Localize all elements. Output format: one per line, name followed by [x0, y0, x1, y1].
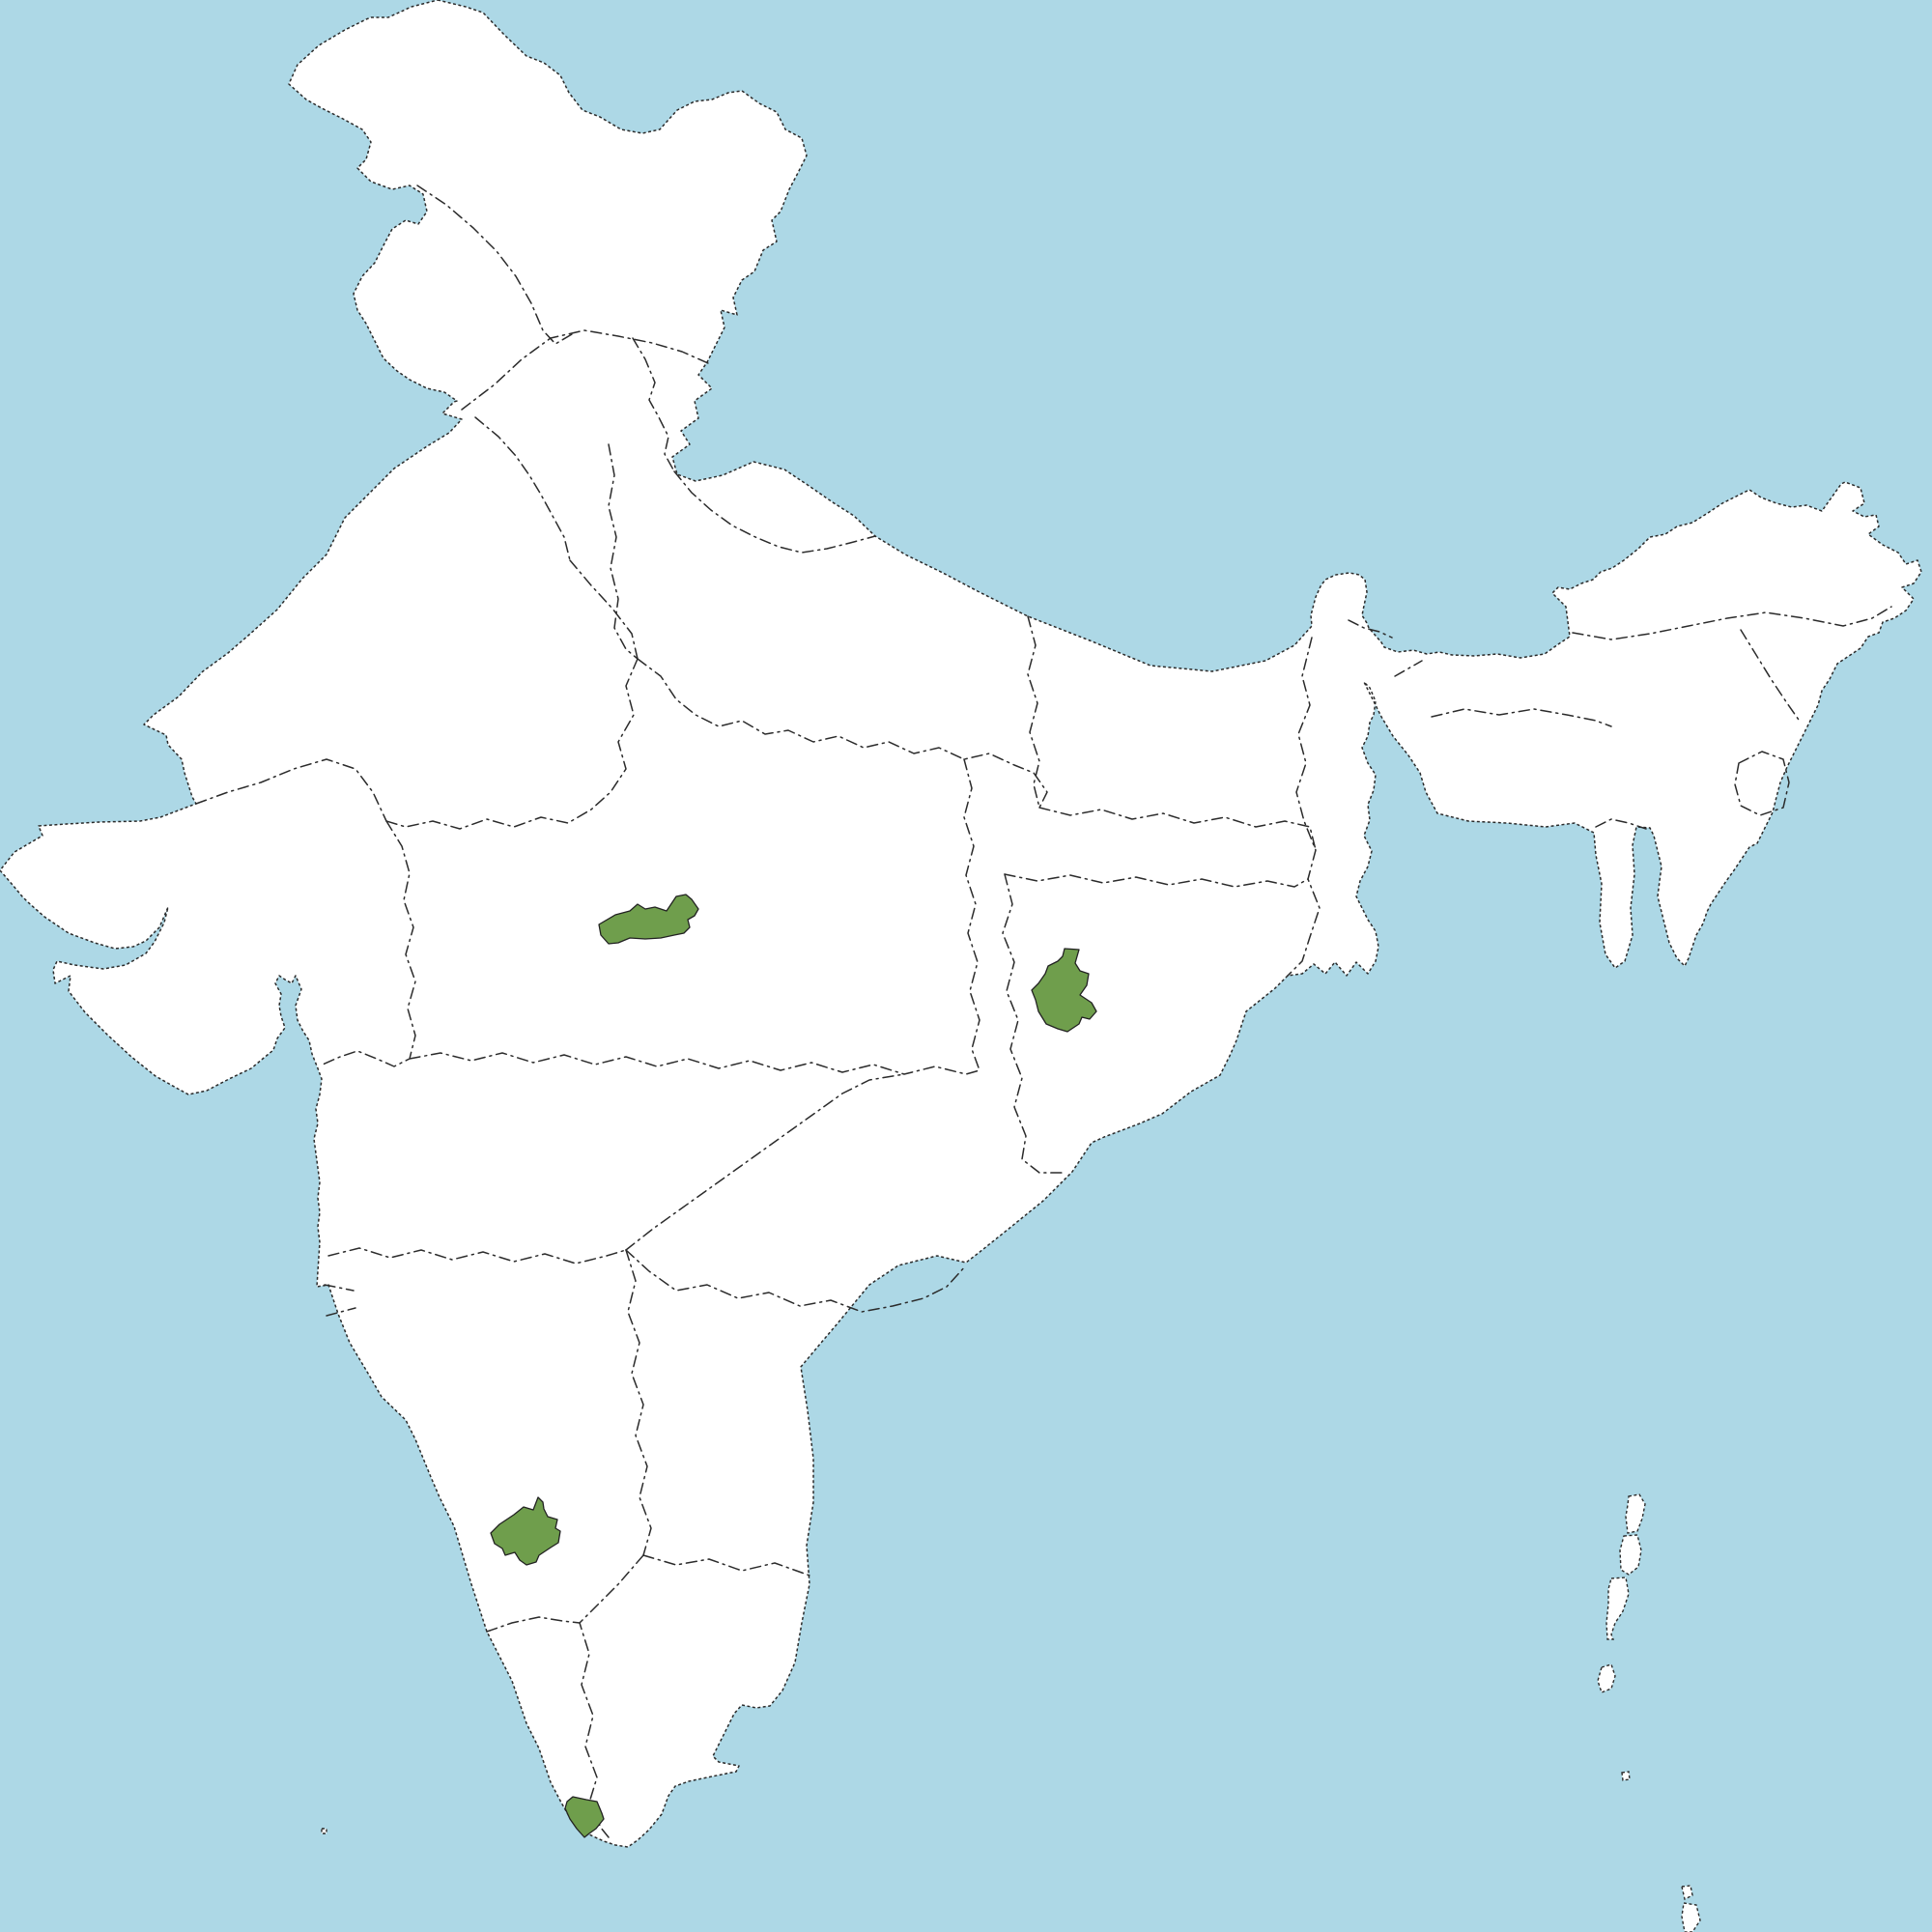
state-border-jharkhand-odisha — [1004, 873, 1309, 888]
state-border-rajasthan-mp-gujarat — [385, 658, 639, 830]
lakshadweep-islet — [321, 1828, 327, 1834]
highlight-district-south-inland[interactable] — [490, 1496, 561, 1566]
andaman-north — [1625, 1493, 1646, 1534]
state-border-mp-chhattisgarh — [963, 758, 980, 1071]
state-border-chhattisgarh-odisha — [1002, 873, 1064, 1174]
state-border-manipur — [1734, 751, 1790, 816]
state-border-ap-tn — [642, 1554, 813, 1577]
state-border-haryana-up — [608, 443, 639, 660]
island-group — [321, 1493, 1701, 1932]
state-border-maharashtra-mp — [409, 1052, 980, 1075]
state-border-maharashtra-telangana — [625, 1073, 905, 1251]
state-border-goa-north — [324, 1284, 355, 1292]
india-coastline — [0, 0, 1922, 1848]
state-border-karnataka-ap — [625, 1249, 652, 1556]
state-border-goa-south — [326, 1307, 356, 1317]
state-border-group — [195, 185, 1892, 1838]
state-border-uttarakhand-up — [673, 470, 876, 554]
state-border-arunachal-assam — [1572, 606, 1892, 640]
car-nicobar — [1681, 1885, 1693, 1901]
state-border-assam-mizoram — [1595, 818, 1647, 830]
andaman-islet — [1621, 1771, 1631, 1781]
little-andaman — [1597, 1663, 1616, 1693]
state-border-wb-west — [1287, 637, 1321, 977]
state-border-jk-himachal-punjab — [461, 329, 709, 411]
state-border-gujarat-mp-maharashtra — [322, 820, 416, 1067]
state-border-telangana-ap — [625, 1249, 967, 1313]
state-border-punjab-haryana — [474, 416, 571, 561]
highlighted-district-group — [490, 894, 1097, 1838]
state-border-bihar-jharkhand-wb — [1038, 807, 1317, 851]
highlight-district-central[interactable] — [598, 894, 699, 945]
state-border-wb-assam — [1394, 660, 1423, 677]
state-border-himachal-uttarakhand — [632, 337, 675, 472]
andaman-middle — [1619, 1534, 1642, 1576]
state-border-maharashtra-karnataka — [327, 1247, 627, 1264]
great-nicobar — [1681, 1902, 1701, 1932]
highlight-district-east[interactable] — [1031, 948, 1097, 1033]
india-landmass — [0, 0, 1922, 1848]
state-border-kerala-karnataka — [486, 1616, 581, 1633]
highlight-district-south-tip[interactable] — [564, 1796, 605, 1838]
state-border-gujarat-rajasthan — [195, 758, 387, 822]
state-border-sikkim-wb — [1348, 619, 1393, 639]
state-border-up-bihar — [1027, 615, 1040, 809]
andaman-south — [1605, 1577, 1630, 1640]
state-border-assam-nagaland — [1740, 629, 1802, 724]
state-border-assam-meghalaya — [1431, 708, 1612, 727]
state-border-haryana-rajasthan — [569, 559, 639, 660]
state-border-jammu-kashmir-internal — [416, 185, 573, 345]
state-border-up-mp — [637, 658, 1048, 809]
